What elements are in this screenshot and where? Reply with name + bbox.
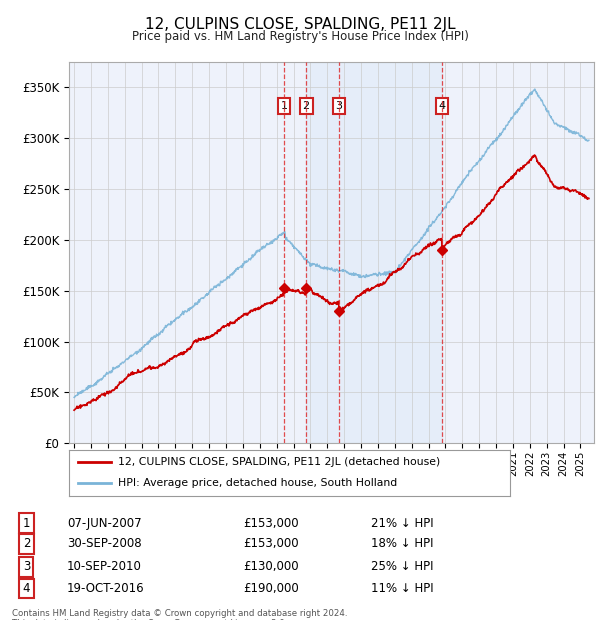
Text: £130,000: £130,000 xyxy=(244,560,299,574)
Text: £190,000: £190,000 xyxy=(244,582,299,595)
Text: 12, CULPINS CLOSE, SPALDING, PE11 2JL (detached house): 12, CULPINS CLOSE, SPALDING, PE11 2JL (d… xyxy=(118,457,440,467)
Text: £153,000: £153,000 xyxy=(244,516,299,529)
Text: 25% ↓ HPI: 25% ↓ HPI xyxy=(371,560,433,574)
Text: 2: 2 xyxy=(302,101,310,111)
Text: 1: 1 xyxy=(23,516,30,529)
Text: 12, CULPINS CLOSE, SPALDING, PE11 2JL: 12, CULPINS CLOSE, SPALDING, PE11 2JL xyxy=(145,17,455,32)
Text: 21% ↓ HPI: 21% ↓ HPI xyxy=(371,516,434,529)
Text: 10-SEP-2010: 10-SEP-2010 xyxy=(67,560,142,574)
Text: 19-OCT-2016: 19-OCT-2016 xyxy=(67,582,145,595)
Text: 4: 4 xyxy=(439,101,446,111)
Text: 3: 3 xyxy=(23,560,30,574)
Text: 4: 4 xyxy=(23,582,30,595)
Text: 18% ↓ HPI: 18% ↓ HPI xyxy=(371,538,433,551)
Text: 11% ↓ HPI: 11% ↓ HPI xyxy=(371,582,434,595)
Text: Price paid vs. HM Land Registry's House Price Index (HPI): Price paid vs. HM Land Registry's House … xyxy=(131,30,469,43)
Text: 1: 1 xyxy=(281,101,287,111)
Text: Contains HM Land Registry data © Crown copyright and database right 2024.
This d: Contains HM Land Registry data © Crown c… xyxy=(12,609,347,620)
Bar xyxy=(306,62,442,443)
Text: 3: 3 xyxy=(335,101,343,111)
Text: 2: 2 xyxy=(23,538,30,551)
Text: HPI: Average price, detached house, South Holland: HPI: Average price, detached house, Sout… xyxy=(118,479,397,489)
Text: 30-SEP-2008: 30-SEP-2008 xyxy=(67,538,142,551)
Text: £153,000: £153,000 xyxy=(244,538,299,551)
Text: 07-JUN-2007: 07-JUN-2007 xyxy=(67,516,142,529)
